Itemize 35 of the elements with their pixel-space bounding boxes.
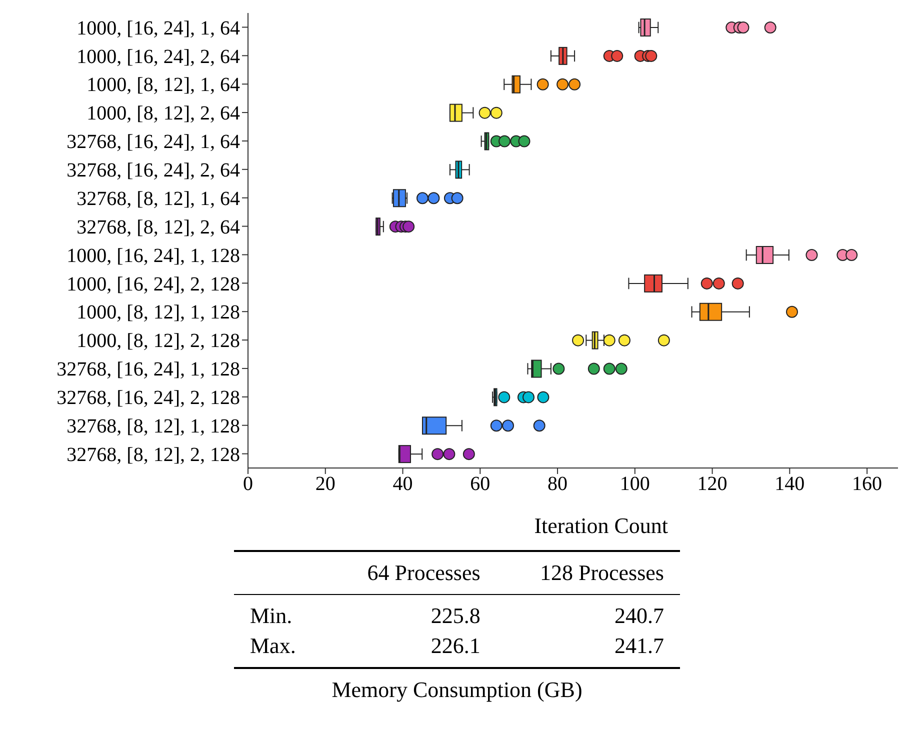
x-tick-label: 80	[548, 473, 568, 496]
y-tick-label: 1000, [8, 12], 1, 64	[86, 74, 240, 96]
text: 241.7	[614, 632, 665, 660]
x-tick-label: 140	[774, 473, 805, 496]
text: 240.7	[614, 602, 665, 630]
y-tick-label: 32768, [16, 24], 2, 64	[66, 160, 240, 182]
y-tick-label: 1000, [16, 24], 1, 64	[76, 17, 240, 40]
x-tick-label: 20	[315, 473, 336, 496]
text: 225.8	[430, 602, 482, 630]
category-label: 64 Processes	[366, 559, 482, 587]
category-label: Max.	[250, 633, 296, 658]
x-tick-label: 100	[620, 473, 650, 496]
y-tick-label: 32768, [16, 24], 2, 128	[56, 387, 240, 410]
y-tick-label: 32768, [8, 12], 1, 128	[66, 415, 240, 438]
y-tick-label: 32768, [8, 12], 2, 64	[76, 216, 240, 238]
y-tick-label: 32768, [8, 12], 2, 128	[66, 444, 240, 466]
y-tick-label: 1000, [16, 24], 1, 128	[66, 244, 240, 267]
y-tick-label: 32768, [16, 24], 1, 64	[66, 131, 240, 154]
x-tick-label: 120	[697, 473, 728, 496]
x-tick-label: 40	[392, 473, 413, 496]
y-tick-label: 1000, [8, 12], 2, 128	[76, 330, 240, 352]
y-tick-label: 32768, [8, 12], 1, 64	[76, 188, 240, 210]
x-tick-label: 0	[243, 473, 253, 496]
y-tick-label: 1000, [16, 24], 2, 128	[66, 273, 240, 296]
y-tick-label: 1000, [8, 12], 1, 128	[76, 302, 240, 324]
y-tick-label: 32768, [16, 24], 1, 128	[56, 358, 240, 381]
x-axis-title: Iteration Count	[534, 513, 668, 538]
text: 226.1	[430, 632, 482, 660]
text: Memory Consumption (GB)	[330, 677, 584, 703]
x-tick-label: 160	[852, 473, 882, 496]
x-tick-label: 60	[470, 473, 490, 496]
y-tick-label: 1000, [8, 12], 2, 64	[86, 102, 240, 125]
category-label: 128 Processes	[538, 559, 665, 587]
y-tick-label: 1000, [16, 24], 2, 64	[76, 46, 240, 68]
category-label: Min.	[250, 603, 292, 628]
